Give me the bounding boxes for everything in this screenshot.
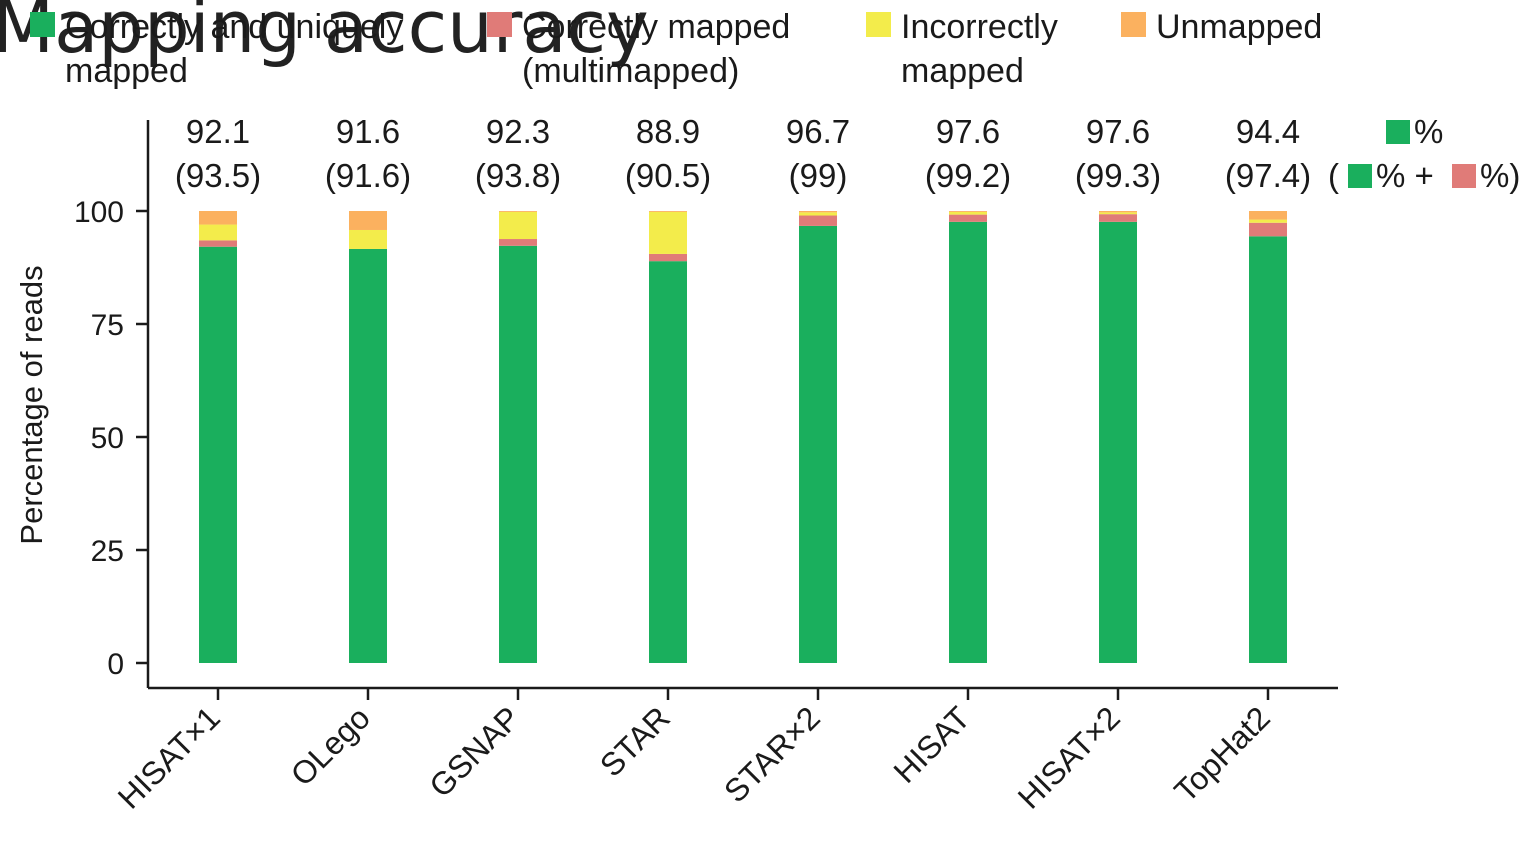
x-tick-label: TopHat2 (1167, 699, 1277, 809)
y-tick-label: 0 (107, 648, 124, 681)
legend: Correctly and uniquely mapped Correctly ma… (30, 8, 1322, 90)
plot-area: 0 25 50 75 100 Percentage of reads HISAT×1 OLeg… (14, 120, 1338, 816)
key-open-paren: ( (1328, 157, 1339, 194)
key-swatch-multi (1452, 164, 1476, 188)
x-tick-label: HISAT (887, 699, 977, 789)
bar-label-correct: (93.5) (175, 157, 261, 194)
legend-label-line2: (multimapped) (522, 52, 739, 90)
bar-segment (499, 239, 537, 246)
bar-segment (1249, 236, 1287, 663)
bar-segment (199, 246, 237, 663)
bar-segment (799, 225, 837, 663)
key-plus-text: % + (1376, 157, 1434, 194)
bar-label-unique: 97.6 (936, 113, 1000, 150)
bar-segment (1099, 212, 1137, 215)
bar-segment (799, 212, 837, 216)
bar-segment (1099, 214, 1137, 222)
x-tick-label: HISAT×2 (1011, 699, 1127, 815)
bar-value-labels: 92.1 (93.5) 91.6 (91.6) 92.3 (93.8) 88.9 (90.5)… (175, 113, 1311, 194)
x-tick-label: OLego (284, 699, 377, 792)
bar-segment (949, 211, 987, 212)
bar-segment (949, 214, 987, 222)
bar-segment (649, 211, 687, 212)
bar-stack (499, 211, 537, 663)
label-key: % ( % +%) (1328, 113, 1520, 194)
bar-label-correct: (99.2) (925, 157, 1011, 194)
bar-label-correct: (99) (789, 157, 848, 194)
x-tick-label: HISAT×1 (111, 699, 227, 815)
bar-label-unique: 97.6 (1086, 113, 1150, 150)
bar-segment (1249, 222, 1287, 237)
y-tick-label: 25 (91, 535, 124, 568)
bar-segment (349, 211, 387, 230)
bar-label-unique: 92.3 (486, 113, 550, 150)
bar-segment (499, 211, 537, 212)
bar-segment (1099, 211, 1137, 213)
bar-segment (799, 215, 837, 226)
legend-swatch (866, 12, 891, 37)
bar-label-unique: 96.7 (786, 113, 850, 150)
bar-segment (649, 253, 687, 262)
bar-segment (499, 245, 537, 663)
legend-label: Correctly mapped (522, 8, 790, 46)
legend-label: Correctly and uniquely (65, 8, 403, 46)
y-tick-label: 50 (91, 422, 124, 455)
x-tick-label: STAR (593, 699, 677, 783)
legend-swatch (30, 12, 55, 37)
bar-label-unique: 94.4 (1236, 113, 1300, 150)
bar-segment (799, 211, 837, 213)
x-tick-label: GSNAP (422, 699, 527, 804)
bar-segment (1249, 219, 1287, 223)
bar-stack (799, 211, 837, 663)
bar-label-unique: 92.1 (186, 113, 250, 150)
bar-segment (649, 211, 687, 254)
bar-label-correct: (93.8) (475, 157, 561, 194)
bar-segment (649, 261, 687, 663)
bar-segment (199, 240, 237, 247)
bar-stack (1099, 211, 1137, 663)
bar-stack (649, 211, 687, 663)
y-tick-label: 75 (91, 309, 124, 342)
bar-segment (199, 211, 237, 225)
bar-stack (949, 211, 987, 663)
key-swatch-unique-2 (1348, 164, 1372, 188)
bar-segment (349, 229, 387, 249)
bar-segment (949, 221, 987, 663)
bar-stack (1249, 211, 1287, 663)
legend-label: Unmapped (1156, 8, 1322, 46)
bar-segment (1249, 211, 1287, 220)
bar-label-correct: (99.3) (1075, 157, 1161, 194)
chart-title: Mapping accuracy (0, 0, 649, 69)
key-line1-text: % (1414, 113, 1443, 150)
legend-swatch (1121, 12, 1146, 37)
legend-swatch (487, 12, 512, 37)
y-axis-title: Percentage of reads (14, 265, 49, 544)
bar-segment (949, 211, 987, 215)
legend-label-line2: mapped (65, 52, 188, 90)
bar-segment (1099, 221, 1137, 663)
bar-label-correct: (97.4) (1225, 157, 1311, 194)
bar-segment (499, 211, 537, 240)
key-close-text: %) (1480, 157, 1520, 194)
bar-label-unique: 91.6 (336, 113, 400, 150)
bar-label-correct: (91.6) (325, 157, 411, 194)
bar-label-unique: 88.9 (636, 113, 700, 150)
x-tick-label: STAR×2 (717, 699, 827, 809)
bar-segment (199, 224, 237, 241)
bar-segment (349, 248, 387, 663)
legend-label-line2: mapped (901, 52, 1024, 90)
y-tick-label: 100 (74, 196, 124, 229)
key-swatch-unique (1386, 120, 1410, 144)
bar-stack (349, 211, 387, 663)
bar-label-correct: (90.5) (625, 157, 711, 194)
legend-label: Incorrectly (901, 8, 1058, 46)
bar-stack (199, 211, 237, 663)
